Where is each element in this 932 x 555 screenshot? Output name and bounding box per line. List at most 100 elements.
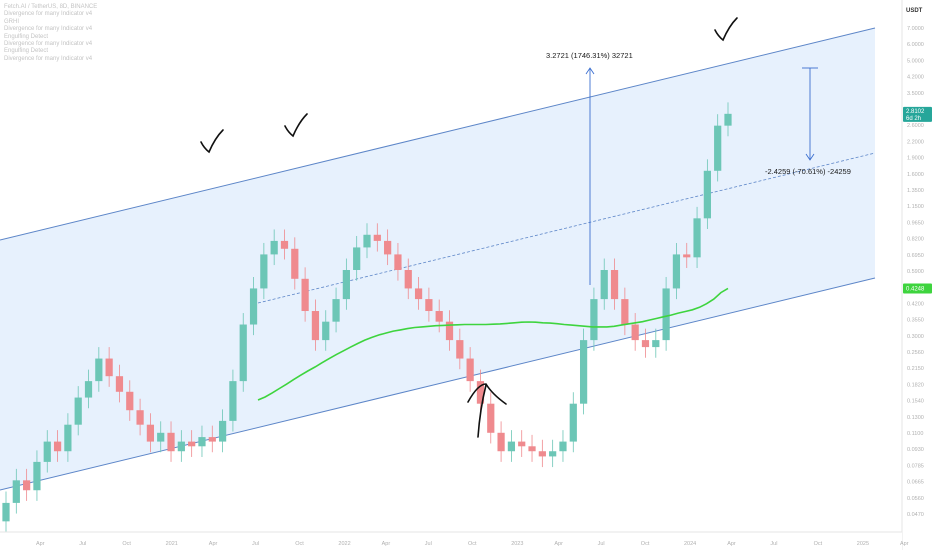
indicator-7[interactable]: Divergence for many Indicator v4 <box>4 55 93 62</box>
candle-body <box>322 321 330 341</box>
candle-body <box>621 299 629 325</box>
candle-body <box>693 218 701 258</box>
candle-body <box>126 391 134 411</box>
candle-body <box>270 240 278 255</box>
candle-body <box>641 340 650 348</box>
candle-body <box>115 376 124 392</box>
candle-body <box>53 441 62 452</box>
time-tick: Oct <box>814 541 823 547</box>
candle-body <box>373 234 381 241</box>
price-tick: 6.0000 <box>907 42 924 48</box>
time-tick: Apr <box>554 541 563 547</box>
candle-body <box>167 432 175 452</box>
indicator-2[interactable]: GRHI <box>4 18 19 25</box>
candle-body <box>538 451 546 457</box>
candle-body <box>177 441 185 452</box>
candle-body <box>332 299 340 322</box>
parallel-channel[interactable] <box>0 27 876 491</box>
time-axis-bg <box>0 532 902 550</box>
measure-up-label: 3.2721 (1746.31%) 32721 <box>546 51 633 60</box>
candle-body <box>280 240 289 249</box>
candle-body <box>198 437 206 447</box>
candle-body <box>652 340 660 348</box>
candle-body <box>188 441 196 447</box>
candle-body <box>157 432 165 442</box>
indicator-5[interactable]: Divergence for many Indicator v4 <box>4 41 93 48</box>
candle-body <box>64 424 72 452</box>
candle-body <box>528 446 536 452</box>
candle-body <box>672 254 681 289</box>
candle-body <box>301 278 309 312</box>
measure-down-arrowhead <box>805 153 815 161</box>
candle-body <box>435 311 443 322</box>
candle-body <box>239 324 247 382</box>
indicator-4[interactable]: Engulfing Detect <box>4 33 49 40</box>
price-tick: 0.8200 <box>907 237 924 243</box>
indicator-3[interactable]: Divergence for many Indicator v4 <box>4 26 93 33</box>
candle-body <box>579 340 588 404</box>
candle-body <box>95 358 103 382</box>
price-tick: 0.2150 <box>907 366 924 372</box>
candle-body <box>384 240 392 255</box>
indicator-1[interactable]: Divergence for many Indicator v4 <box>4 11 93 18</box>
time-tick: Jul <box>598 541 605 547</box>
candle-body <box>466 358 474 382</box>
time-axis[interactable]: Apr Jul Oct 2021 Apr Jul Oct 2022 Apr Jul Oct 2023 A… <box>0 531 909 550</box>
time-tick: Oct <box>641 541 650 547</box>
time-tick: Oct <box>122 541 131 547</box>
sell-mark-2 <box>284 113 308 138</box>
price-tick: 0.1820 <box>907 382 924 388</box>
time-tick: Oct <box>295 541 304 547</box>
candle-body <box>497 432 505 452</box>
candle-body <box>342 270 350 300</box>
candle-body <box>33 461 41 491</box>
candle-body <box>84 381 93 398</box>
time-tick: 2025 <box>857 541 869 547</box>
time-tick: Jul <box>425 541 432 547</box>
candle-body <box>662 288 670 341</box>
time-tick: 2023 <box>511 541 523 547</box>
ma-line <box>257 287 729 401</box>
candle-body <box>445 321 454 341</box>
candle-body <box>43 441 51 462</box>
price-tick: 4.2000 <box>907 75 924 81</box>
currency-label: USDT <box>906 8 923 14</box>
time-tick: Jul <box>770 541 777 547</box>
candle-body <box>136 410 144 425</box>
candle-body <box>311 311 320 341</box>
candle-body <box>425 299 433 312</box>
time-tick: Oct <box>468 541 477 547</box>
time-tick: 2022 <box>338 541 350 547</box>
channel-bottom-line <box>0 277 876 491</box>
candle-body <box>229 381 237 421</box>
measure-down-label: -2.4259 (-70.61%) -24259 <box>765 167 851 176</box>
price-tick: 1.9000 <box>907 156 924 162</box>
candle-body <box>2 502 10 522</box>
price-tick: 0.0560 <box>907 496 924 502</box>
candle-body <box>724 113 732 126</box>
price-tick: 0.1100 <box>907 431 923 437</box>
last-price-countdown: 6d 2h <box>906 116 921 122</box>
candle-body <box>518 441 526 447</box>
candle-body <box>146 424 155 442</box>
candle-body <box>610 270 619 300</box>
time-tick: Jul <box>252 541 259 547</box>
symbol-line[interactable]: Fetch.AI / TetherUS, 8D, BINANCE <box>4 4 98 10</box>
price-axis[interactable]: USDT7.00006.00005.00004.20003.50003.0000… <box>901 0 932 550</box>
candle-body <box>291 248 299 279</box>
candle-body <box>487 403 495 433</box>
time-tick: Apr <box>382 541 391 547</box>
price-tick: 0.5900 <box>907 269 924 275</box>
candle-body <box>363 234 371 248</box>
candle-body <box>714 125 722 171</box>
price-tick: 0.2560 <box>907 350 924 356</box>
candle-body <box>218 420 227 442</box>
price-tick: 0.0665 <box>907 480 924 486</box>
last-price-value: 2.8102 <box>906 109 925 115</box>
indicator-6[interactable]: Engulfing Detect <box>4 48 49 55</box>
time-tick: Apr <box>727 541 736 547</box>
candle-body <box>549 451 557 457</box>
price-tick: 0.1540 <box>907 399 924 405</box>
